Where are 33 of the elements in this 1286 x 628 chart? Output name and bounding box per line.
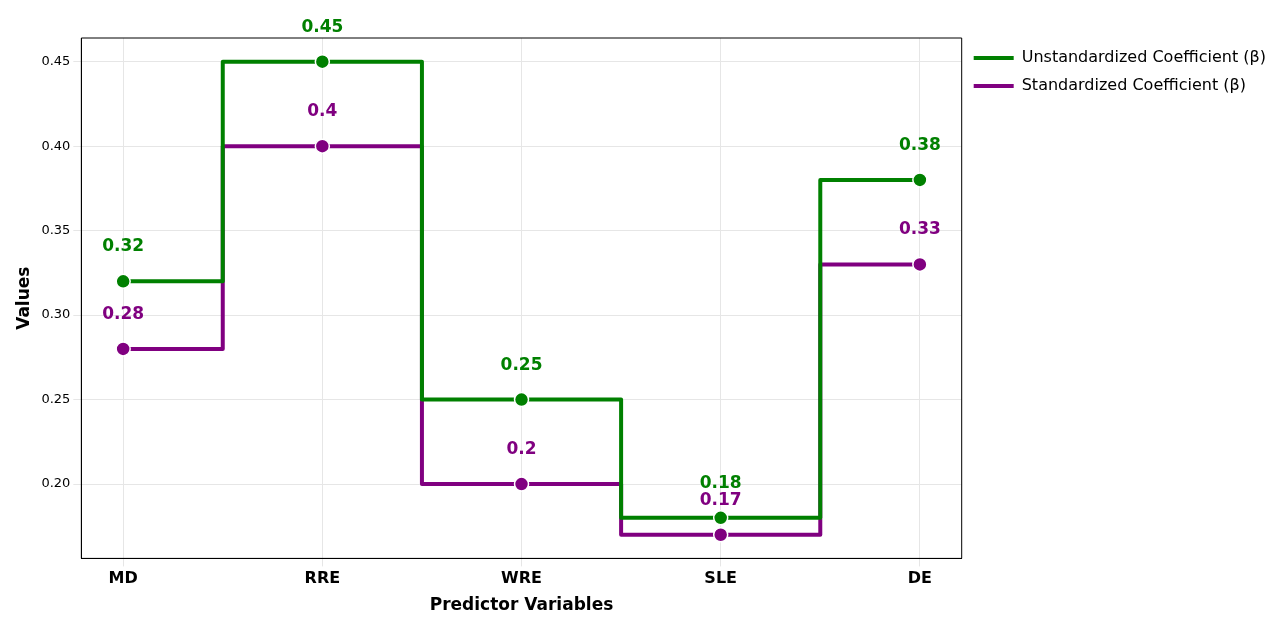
data-label: 0.45 [301,15,344,36]
y-tick-label: 0.30 [41,306,71,322]
data-label: 0.38 [898,133,941,154]
y-tick-label: 0.35 [41,221,71,237]
data-label: 0.25 [500,353,543,374]
y-tick-label: 0.20 [41,475,71,491]
point [314,138,331,154]
point [513,391,530,408]
data-label: 0.28 [102,302,145,323]
legend-label: Unstandardized Coefficient (β) [1021,47,1267,67]
x-tick-label: WRE [501,568,542,588]
x-axis-title: Predictor Variables [429,594,614,615]
x-tick-label: RRE [304,568,341,588]
y-axis-title: Values [12,266,33,330]
y-tick-label: 0.45 [41,53,71,69]
point [712,527,729,543]
y-tick-label: 0.25 [41,390,71,406]
x-tick-label: MD [108,568,138,588]
legend-label: Standardized Coefficient (β) [1021,75,1246,95]
point [912,172,928,188]
point [115,273,131,290]
point [115,341,131,357]
point [912,256,928,273]
point [314,53,331,70]
data-label: 0.33 [898,218,941,239]
x-tick-label: DE [907,568,932,588]
x-tick-label: SLE [704,568,738,588]
point [513,476,530,492]
data-label: 0.32 [102,235,145,256]
point [712,510,729,526]
data-label: 0.2 [506,438,537,459]
y-tick-label: 0.40 [41,137,71,153]
data-label: 0.4 [307,100,338,121]
